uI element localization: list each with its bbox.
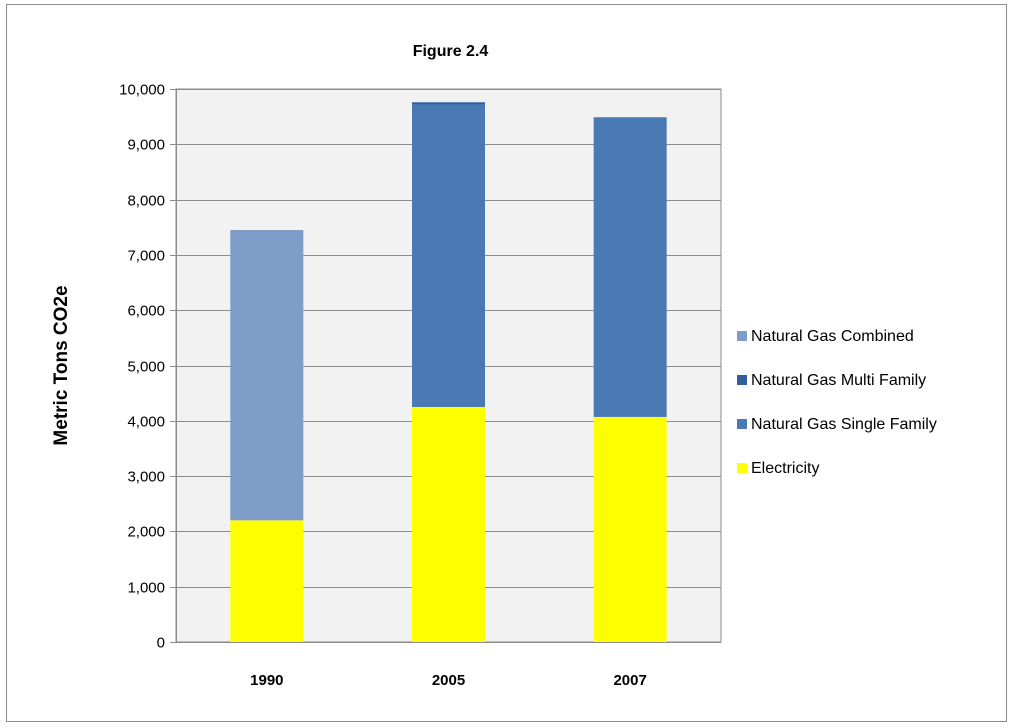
bar-2007-natural-gas-multi-family — [593, 117, 667, 118]
bar-2007-electricity — [593, 416, 667, 642]
y-tick-label: 3,000 — [127, 469, 165, 486]
y-tick-label: 6,000 — [127, 303, 165, 320]
y-tick-label: 4,000 — [127, 414, 165, 431]
legend-label: Natural Gas Single Family — [751, 416, 937, 433]
y-tick-label: 7,000 — [127, 248, 165, 265]
legend-label: Natural Gas Multi Family — [751, 372, 926, 389]
x-tick-label: 2005 — [432, 672, 465, 689]
legend-label: Electricity — [751, 460, 819, 477]
y-axis-label: Metric Tons CO2e — [51, 285, 72, 445]
legend-swatch — [737, 463, 747, 473]
legend-swatch — [737, 419, 747, 429]
legend-label: Natural Gas Combined — [751, 328, 914, 345]
y-tick-label: 0 — [157, 635, 165, 652]
y-tick-label: 1,000 — [127, 580, 165, 597]
y-tick-label: 2,000 — [127, 524, 165, 541]
chart-title: Figure 2.4 — [413, 43, 489, 60]
y-tick-label: 9,000 — [127, 137, 165, 154]
stacked-bar-chart: 0 1,000 2,000 3,000 4,000 5,000 6,000 7,000 8,00… — [51, 43, 937, 689]
bar-2005-natural-gas-multi-family — [412, 102, 485, 105]
bar-1990-electricity — [230, 520, 304, 642]
y-tick-label: 5,000 — [127, 359, 165, 376]
legend-swatch — [737, 331, 747, 341]
bar-1990-natural-gas-combined — [230, 230, 304, 521]
x-tick-label: 1990 — [250, 672, 283, 689]
y-tick-label: 10,000 — [119, 82, 165, 99]
bar-2005-electricity — [412, 406, 485, 642]
bar-2005-natural-gas-single-family — [412, 104, 485, 407]
legend-swatch — [737, 375, 747, 385]
bar-2007-natural-gas-single-family — [593, 117, 667, 417]
chart-frame: 0 1,000 2,000 3,000 4,000 5,000 6,000 7,000 8,00… — [6, 4, 1007, 722]
x-tick-label: 2007 — [613, 672, 646, 689]
y-tick-label: 8,000 — [127, 193, 165, 210]
